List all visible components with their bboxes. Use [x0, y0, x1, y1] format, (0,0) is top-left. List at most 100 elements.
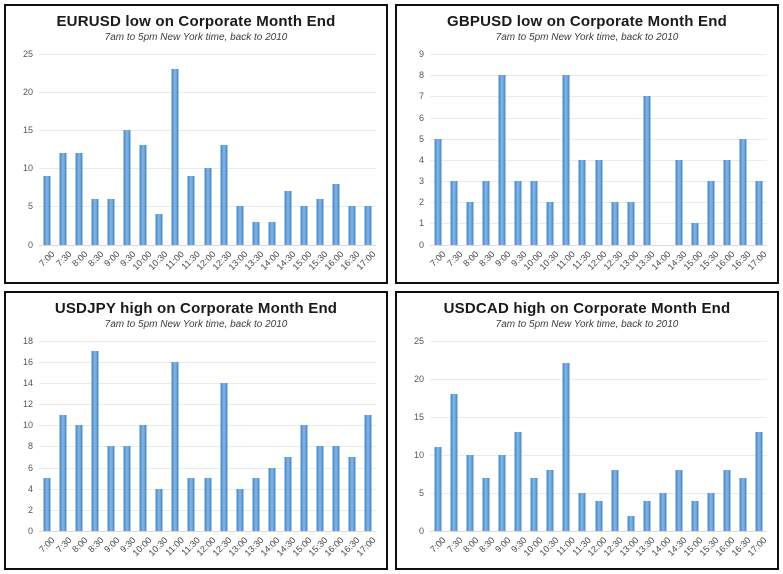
bar-11:00	[171, 361, 179, 531]
bar-16:30	[348, 206, 356, 245]
plot-area-gbpusd-low: 0 1 2 3 4 5 6 7 8 9 7:00 7:30 8:00 8:30 9:00 9:30 10:00 1…	[419, 49, 769, 272]
bar-12:30	[220, 382, 228, 531]
x-tick-label: 7:00	[428, 248, 449, 268]
bar-16:00	[332, 183, 340, 245]
x-tick-label: 17:00	[355, 248, 379, 272]
bar-17:00	[364, 414, 372, 531]
x-tick-label: 8:00	[69, 535, 90, 555]
chart-panel-usdcad-high: USDCAD high on Corporate Month End 7am t…	[395, 290, 779, 570]
y-tick-label: 5	[418, 133, 424, 144]
x-tick-label: 8:00	[460, 535, 481, 555]
bar-12:30	[611, 470, 619, 531]
y-tick-label: 0	[418, 239, 424, 250]
bar-15:30	[707, 492, 715, 531]
x-tick-label: 8:30	[85, 248, 106, 268]
bar-8:00	[466, 454, 474, 531]
bar-12:00	[204, 478, 211, 531]
x-tick-label: 8:30	[85, 535, 106, 555]
gridline	[430, 54, 767, 55]
y-tick-label: 8	[27, 441, 33, 452]
y-tick-label: 1	[418, 218, 424, 229]
y-tick-label: 2	[418, 197, 424, 208]
bar-12:30	[611, 202, 619, 245]
gridline	[430, 492, 767, 494]
bar-9:30	[514, 431, 522, 531]
gridline	[430, 75, 767, 77]
y-tick-label: 15	[413, 411, 424, 422]
bar-9:00	[498, 75, 506, 245]
bar-10:00	[139, 425, 147, 531]
y-tick-label: 4	[418, 154, 424, 165]
gridline	[39, 382, 376, 384]
gridline	[39, 130, 376, 132]
bar-17:00	[364, 206, 372, 245]
plot-area-usdcad-high: 0 5 10 15 20 25 7:00 7:30 8:00 8:30 9:00 9:30 10:00 1…	[414, 336, 769, 559]
bar-15:30	[316, 446, 324, 531]
bar-14:30	[675, 470, 683, 531]
bar-9:30	[514, 181, 522, 245]
chart-panel-eurusd-low: EURUSD low on Corporate Month End 7am to…	[4, 4, 388, 284]
bar-15:00	[691, 223, 699, 245]
bar-10:30	[155, 214, 163, 245]
y-tick-label: 25	[413, 335, 424, 346]
bar-7:00	[434, 447, 442, 531]
bar-14:00	[268, 467, 276, 531]
bar-16:00	[332, 446, 340, 531]
x-tick-label: 8:00	[69, 248, 90, 268]
y-tick-label: 10	[413, 449, 424, 460]
bar-14:30	[284, 191, 292, 245]
chart-title: EURUSD low on Corporate Month End	[56, 13, 336, 30]
x-axis-line	[430, 244, 767, 246]
gridline	[39, 340, 376, 342]
bar-7:30	[450, 181, 458, 245]
bar-15:30	[707, 181, 715, 245]
bar-8:00	[75, 425, 83, 531]
gridline	[39, 446, 376, 448]
y-tick-label: 5	[27, 201, 33, 212]
y-tick-label: 15	[22, 125, 33, 136]
bar-14:00	[268, 221, 276, 245]
y-tick-label: 12	[22, 399, 33, 409]
bar-15:00	[691, 500, 699, 531]
bar-17:00	[755, 181, 763, 245]
y-tick-label: 0	[27, 239, 33, 250]
bar-11:30	[578, 159, 586, 245]
gridline	[39, 404, 376, 405]
bar-7:30	[59, 153, 67, 245]
x-tick-label: 7:30	[53, 248, 74, 268]
bar-13:30	[643, 96, 651, 245]
y-tick-label: 9	[418, 49, 424, 59]
bar-12:30	[220, 145, 228, 245]
bar-7:00	[43, 478, 51, 531]
bar-16:30	[739, 477, 747, 531]
y-tick-label: 20	[22, 87, 33, 98]
plot-area-usdjpy-high: 0 2 4 6 8 10 12 14 16 18 7:00 7:30 8:00 8:30 9:00 9:30 1…	[23, 336, 378, 559]
y-tick-label: 7	[418, 91, 424, 102]
bar-13:00	[627, 202, 635, 245]
y-tick-label: 18	[22, 335, 33, 346]
bar-9:00	[498, 454, 506, 531]
bar-11:30	[187, 175, 195, 245]
bar-15:00	[300, 206, 308, 245]
x-tick-label: 8:30	[476, 535, 497, 555]
bar-15:00	[300, 425, 308, 531]
gridline	[430, 454, 767, 456]
bar-10:00	[530, 181, 538, 245]
chart-subtitle: 7am to 5pm New York time, back to 2010	[104, 32, 288, 43]
chart-title: USDJPY high on Corporate Month End	[54, 299, 338, 317]
chart-panel-usdjpy-high: USDJPY high on Corporate Month End 7am t…	[4, 290, 388, 570]
bar-14:30	[284, 456, 292, 531]
bar-8:30	[91, 198, 99, 245]
bar-11:00	[562, 363, 570, 531]
bar-16:30	[739, 138, 747, 245]
x-tick-label: 7:30	[53, 535, 74, 555]
bar-10:30	[546, 470, 554, 531]
gridline	[39, 361, 376, 363]
x-tick-label: 7:30	[444, 535, 465, 555]
x-tick-label: 8:00	[460, 248, 481, 268]
bar-11:30	[578, 492, 586, 531]
bar-7:00	[43, 175, 51, 245]
gridline	[430, 416, 767, 418]
bar-14:00	[659, 492, 667, 531]
